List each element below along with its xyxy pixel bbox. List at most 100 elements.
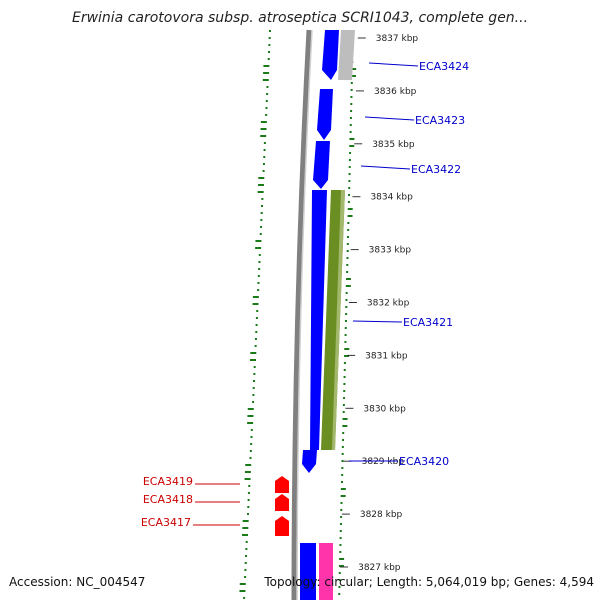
- gc-tick-outer: [347, 208, 353, 210]
- gc-tick-inner: [244, 562, 247, 564]
- gene-label-eca3419[interactable]: ECA3419: [143, 475, 193, 488]
- ruler-label: 3837 kbp: [376, 34, 419, 44]
- gc-tick-inner: [257, 282, 260, 284]
- gc-tick-inner: [255, 247, 262, 249]
- gc-tick-inner: [253, 373, 256, 375]
- backbone-arc: [291, 29, 312, 600]
- ruler-label: 3828 kbp: [360, 510, 403, 520]
- gc-tick-inner: [247, 499, 250, 501]
- gc-tick-outer: [342, 439, 345, 441]
- gc-tick-outer: [338, 586, 341, 588]
- gc-tick-outer: [339, 551, 342, 553]
- gc-tick-outer: [347, 229, 350, 231]
- gc-tick-outer: [349, 124, 352, 126]
- gc-tick-inner: [262, 170, 265, 172]
- ruler-label: 3831 kbp: [365, 351, 408, 361]
- gc-tick-outer: [345, 299, 348, 301]
- gc-tick-outer: [346, 264, 349, 266]
- gc-tick-outer: [346, 243, 349, 245]
- gc-tick-outer: [341, 460, 344, 462]
- gene-label-eca3423[interactable]: ECA3423: [415, 114, 465, 127]
- ruler-label: 3832 kbp: [367, 299, 410, 309]
- gc-tick-outer: [347, 201, 350, 203]
- gc-tick-outer: [345, 313, 348, 315]
- cds-bottom: [300, 543, 316, 600]
- gc-tick-inner: [266, 86, 269, 88]
- gc-tick-outer: [350, 110, 353, 112]
- gc-tick-outer: [349, 152, 352, 154]
- gc-tick-inner: [268, 37, 271, 39]
- gene-label-eca3420[interactable]: ECA3420: [399, 455, 449, 468]
- gc-tick-inner: [257, 191, 264, 193]
- gene-label-eca3418[interactable]: ECA3418: [143, 493, 193, 506]
- gc-tick-inner: [257, 275, 260, 277]
- summary-text: Topology: circular; Length: 5,064,019 bp…: [264, 575, 594, 589]
- cds-eca3417: [275, 516, 289, 536]
- gc-tick-inner: [266, 93, 269, 95]
- gc-tick-inner: [247, 506, 250, 508]
- gc-tick-outer: [350, 82, 353, 84]
- gc-tick-outer: [343, 369, 346, 371]
- gc-tick-outer: [347, 222, 350, 224]
- gc-tick-outer: [338, 565, 344, 567]
- gc-tick-outer: [342, 404, 345, 406]
- gene-label-eca3422[interactable]: ECA3422: [411, 163, 461, 176]
- gc-tick-inner: [249, 457, 252, 459]
- gc-tick-inner: [261, 205, 264, 207]
- gc-tick-outer: [344, 327, 347, 329]
- gc-tick-outer: [340, 509, 343, 511]
- gc-tick-outer: [346, 271, 349, 273]
- gc-tick-inner: [247, 422, 254, 424]
- gc-tick-outer: [339, 530, 342, 532]
- rna-feature-highlight: [332, 190, 345, 450]
- gene-labels: ECA3424 ECA3423 ECA3422 ECA3421 ECA3420 ECA34…: [141, 60, 469, 529]
- gc-tick-outer: [338, 579, 341, 581]
- gc-tick-inner: [257, 289, 260, 291]
- gc-tick-inner: [258, 254, 261, 256]
- gc-tick-outer: [341, 474, 344, 476]
- gc-tick-inner: [245, 541, 248, 543]
- gc-tick-outer: [340, 488, 346, 490]
- gc-tick-inner: [247, 492, 250, 494]
- gc-tick-outer: [346, 257, 349, 259]
- gc-tick-inner: [239, 583, 246, 585]
- gc-tick-outer: [339, 537, 342, 539]
- gc-tick-outer: [342, 411, 345, 413]
- gc-tick-outer: [347, 236, 350, 238]
- gc-tick-inner: [250, 352, 257, 354]
- gc-tick-outer: [348, 173, 351, 175]
- gc-tick-inner: [245, 555, 248, 557]
- gene-label-eca3421[interactable]: ECA3421: [403, 316, 453, 329]
- label-leader-line: [364, 116, 415, 121]
- gc-tick-inner: [249, 450, 252, 452]
- gc-tick-inner: [262, 163, 265, 165]
- gc-tick-inner: [268, 51, 271, 53]
- gc-tick-inner: [263, 156, 266, 158]
- gc-tick-outer: [351, 68, 357, 70]
- gc-tick-outer: [341, 453, 344, 455]
- gene-label-eca3417[interactable]: ECA3417: [141, 516, 191, 529]
- gc-tick-outer: [341, 467, 344, 469]
- map-title: Erwinia carotovora subsp. atroseptica SC…: [71, 10, 529, 26]
- gc-tick-outer: [348, 194, 351, 196]
- gc-tick-outer: [343, 376, 346, 378]
- gc-tick-inner: [258, 268, 261, 270]
- label-leader-line: [368, 62, 419, 67]
- gc-tick-outer: [339, 544, 342, 546]
- gc-tick-inner: [259, 233, 262, 235]
- gc-tick-outer: [348, 159, 351, 161]
- gc-tick-inner: [247, 408, 254, 410]
- gc-tick-outer: [344, 348, 350, 350]
- forward-cds-track: [300, 30, 339, 600]
- gc-tick-inner: [248, 485, 251, 487]
- gc-tick-outer: [346, 250, 349, 252]
- gc-tick-outer: [344, 355, 350, 357]
- gc-tick-inner: [244, 471, 251, 473]
- gc-tick-outer: [348, 166, 351, 168]
- gc-tick-outer: [343, 362, 346, 364]
- gene-label-eca3424[interactable]: ECA3424: [419, 60, 469, 73]
- gc-tick-inner: [245, 548, 248, 550]
- gc-tick-inner: [250, 443, 253, 445]
- gc-tick-inner: [255, 324, 258, 326]
